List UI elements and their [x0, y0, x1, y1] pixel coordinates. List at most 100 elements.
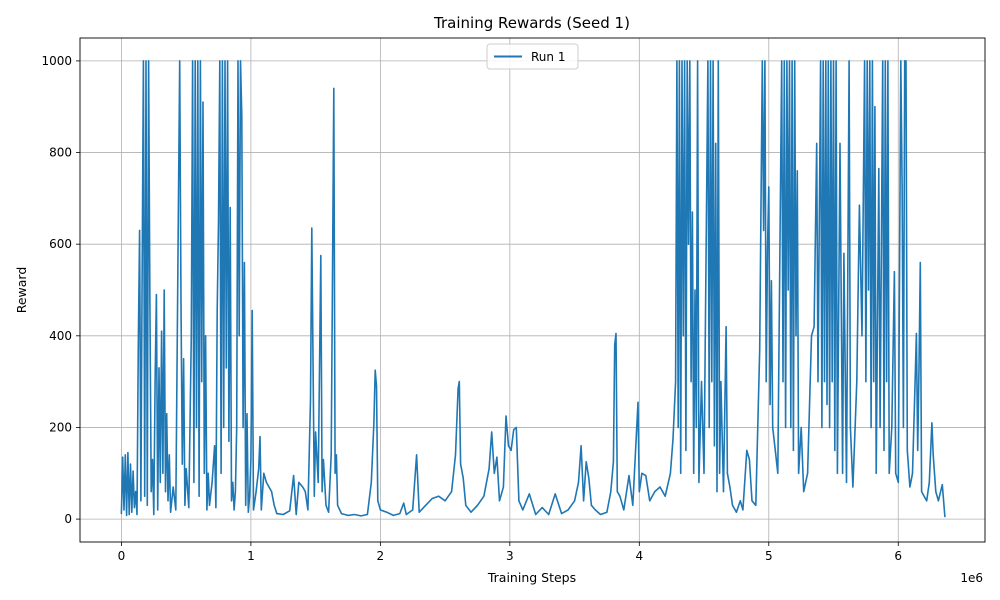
data-point: [198, 495, 200, 497]
y-tick-label: 1000: [41, 54, 72, 68]
data-point: [399, 513, 401, 515]
data-point: [845, 481, 848, 483]
x-tick-label: 6: [894, 549, 902, 563]
data-point: [153, 513, 155, 516]
data-point: [127, 452, 129, 454]
data-point: [335, 454, 337, 456]
data-point: [483, 495, 485, 497]
data-point: [800, 426, 802, 429]
data-point: [315, 431, 317, 433]
data-point: [638, 491, 640, 493]
data-point: [313, 495, 315, 497]
data-point: [205, 335, 207, 337]
legend-label: Run 1: [531, 50, 565, 64]
data-point: [502, 486, 504, 488]
y-tick-label: 600: [49, 237, 72, 251]
data-point: [883, 449, 885, 451]
data-point: [866, 60, 868, 62]
data-point: [897, 481, 899, 483]
data-point: [140, 500, 142, 502]
data-point: [664, 495, 666, 497]
data-point: [782, 381, 784, 383]
data-point: [729, 486, 731, 488]
data-point: [707, 60, 709, 62]
data-point: [334, 472, 336, 474]
data-point: [742, 509, 744, 511]
data-point: [893, 271, 896, 273]
data-point: [803, 491, 805, 493]
data-point: [510, 449, 512, 451]
data-point: [686, 60, 688, 62]
data-point: [891, 426, 893, 429]
data-point: [783, 60, 785, 62]
data-point: [709, 60, 712, 62]
data-point: [708, 426, 710, 429]
data-point: [522, 509, 524, 511]
data-point: [931, 422, 933, 424]
data-point: [921, 491, 923, 493]
data-point: [162, 472, 164, 474]
data-point: [412, 509, 414, 511]
data-point: [792, 449, 795, 451]
data-point: [515, 426, 517, 429]
x-tick-label: 1: [247, 549, 255, 563]
data-point: [498, 500, 501, 502]
data-point: [438, 495, 440, 497]
data-point: [861, 335, 863, 337]
y-tick-label: 400: [49, 329, 72, 343]
data-point: [199, 60, 201, 62]
data-point: [150, 491, 152, 493]
data-point: [690, 381, 692, 383]
data-point: [823, 381, 826, 383]
data-point: [465, 504, 467, 506]
data-point: [250, 458, 252, 461]
data-point: [457, 387, 459, 390]
data-point: [751, 500, 753, 502]
data-point: [715, 142, 717, 144]
data-point: [711, 381, 713, 383]
data-point: [676, 60, 678, 62]
data-point: [431, 497, 433, 500]
data-point: [852, 486, 854, 488]
data-point: [675, 381, 677, 383]
data-point: [321, 491, 323, 493]
data-point: [887, 60, 889, 62]
data-point: [535, 513, 537, 516]
data-point: [725, 326, 727, 328]
data-point: [392, 514, 394, 517]
data-point: [276, 513, 278, 515]
data-point: [774, 449, 776, 451]
data-point: [260, 509, 262, 511]
data-point: [577, 481, 580, 483]
legend[interactable]: Run 1: [486, 43, 579, 70]
data-point: [769, 403, 771, 406]
data-point: [623, 509, 625, 511]
chart-title: Training Rewards (Seed 1): [433, 14, 630, 32]
data-point: [691, 211, 694, 213]
data-point: [249, 495, 251, 497]
data-point: [373, 422, 375, 424]
data-point: [317, 481, 319, 483]
data-point: [832, 60, 835, 62]
data-point: [505, 415, 507, 417]
data-point: [309, 399, 312, 401]
data-point: [944, 516, 946, 518]
data-point: [245, 504, 247, 506]
data-point: [157, 509, 159, 511]
data-point: [271, 491, 273, 493]
data-point: [716, 491, 718, 493]
data-point: [331, 275, 334, 277]
data-point: [817, 381, 819, 383]
data-point: [158, 367, 160, 369]
data-point: [131, 511, 133, 513]
data-point: [777, 472, 779, 474]
data-point: [865, 381, 867, 383]
data-point: [822, 60, 824, 62]
data-point: [405, 513, 407, 516]
data-point: [703, 472, 705, 474]
data-point: [126, 514, 128, 517]
data-point: [155, 294, 157, 296]
data-point: [937, 500, 940, 502]
data-point: [379, 509, 381, 511]
data-point: [654, 491, 656, 493]
